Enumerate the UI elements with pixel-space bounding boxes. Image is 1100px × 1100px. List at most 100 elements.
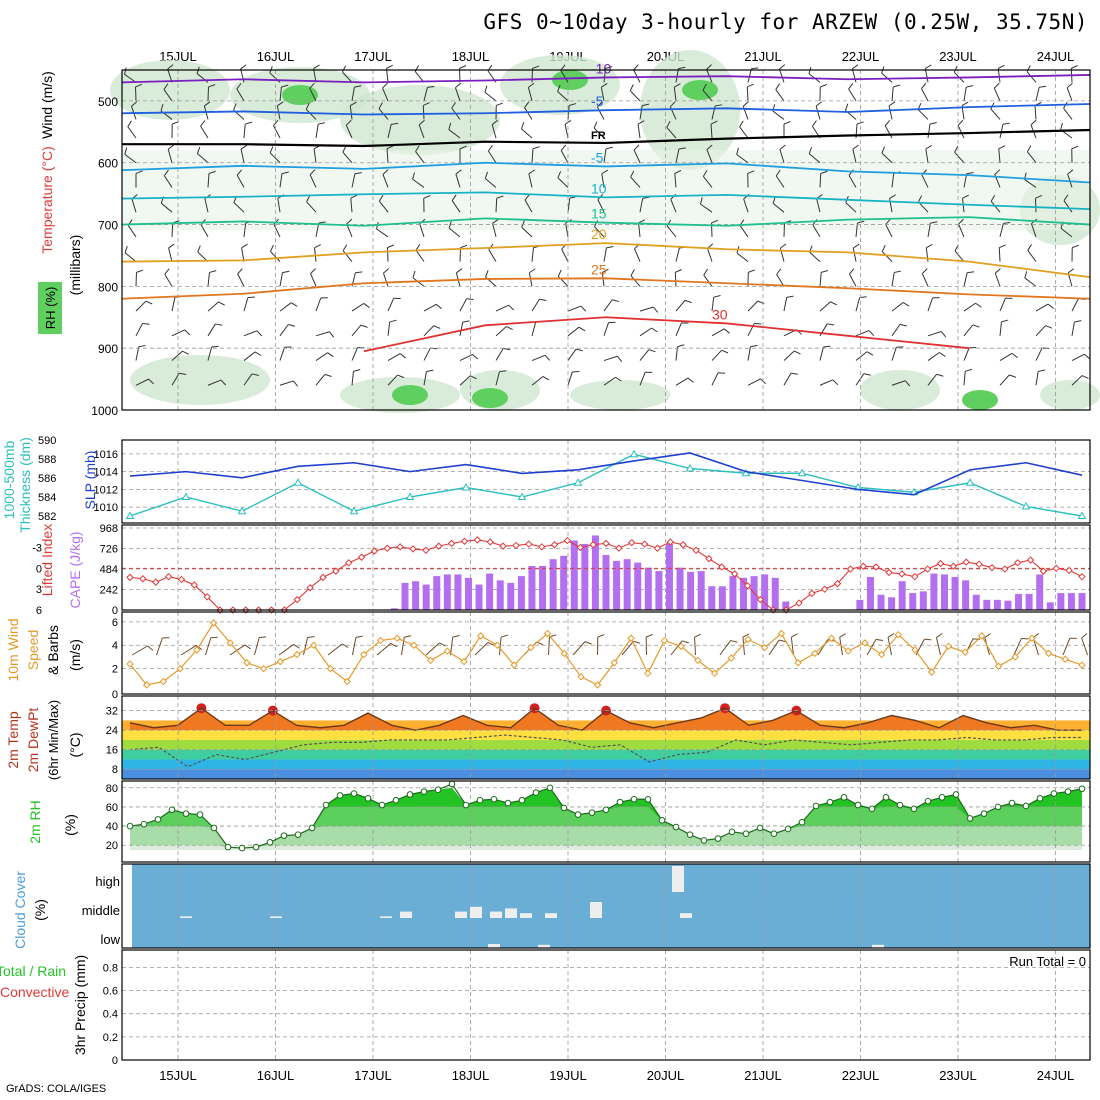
rh-marker xyxy=(1050,790,1058,797)
wind-barb xyxy=(315,331,330,337)
wind-barb xyxy=(415,249,425,262)
wind-speed-marker xyxy=(193,646,201,654)
lifted-index-marker xyxy=(859,562,868,570)
isotherm-line xyxy=(122,128,1091,148)
rh-panel-frame xyxy=(121,780,1091,863)
wind-barb xyxy=(528,82,535,88)
grads-credit: GrADS: COLA/IGES xyxy=(6,1083,107,1095)
wind-barb xyxy=(459,145,467,150)
wind-barb xyxy=(341,643,349,648)
wind-barb xyxy=(180,645,197,656)
wind-barb xyxy=(675,300,686,312)
wind-barb xyxy=(236,174,245,188)
wind-speed-marker xyxy=(293,650,301,659)
wind-barb xyxy=(888,101,896,107)
cape-bar xyxy=(528,565,536,610)
wind-barb xyxy=(521,220,525,228)
cloud-level-label: low xyxy=(100,932,120,947)
wind-barb xyxy=(963,371,966,386)
top-date-label: 22JUL xyxy=(842,49,880,64)
wind-barb xyxy=(603,68,606,83)
rh-marker xyxy=(168,806,176,814)
rh-marker xyxy=(588,809,596,816)
wind-barb xyxy=(849,268,855,275)
wind-barb xyxy=(1038,369,1046,372)
rh-marker xyxy=(644,795,652,803)
wind-barb xyxy=(531,376,544,386)
wind-barb xyxy=(694,633,702,638)
wind-barb xyxy=(967,271,975,274)
wind-barb xyxy=(630,269,635,276)
wind-barb xyxy=(736,147,739,155)
isotherm-label: -5 xyxy=(591,93,604,109)
wind-barb xyxy=(318,122,326,125)
slp-tick: 1012 xyxy=(94,484,118,496)
bottom-date-label: 21JUL xyxy=(744,1068,782,1083)
cloud-middle-bar xyxy=(470,906,482,918)
rh-marker xyxy=(546,784,554,792)
wind-speed-marker xyxy=(760,643,769,652)
wind-barb xyxy=(520,122,525,129)
wind-barb xyxy=(279,173,283,188)
wind-barb xyxy=(962,194,969,199)
wind-barb xyxy=(355,271,363,274)
lifted-index-marker xyxy=(898,570,906,578)
wind-barb xyxy=(706,64,712,70)
wind-barb xyxy=(702,170,708,177)
wind-speed-marker xyxy=(827,634,836,642)
wind-barb xyxy=(783,350,795,361)
wind-barb xyxy=(875,638,883,641)
lifted-index-marker xyxy=(525,540,533,548)
chart-title: GFS 0~10day 3-hourly for ARZEW (0.25W, 3… xyxy=(483,10,1088,34)
wind-speed-marker xyxy=(443,647,452,655)
wind-barb xyxy=(557,91,569,102)
wind-barb xyxy=(639,306,654,312)
wind-barb xyxy=(508,304,515,311)
wind-barb xyxy=(279,272,283,287)
wind-barb xyxy=(972,324,980,328)
lifted-index-marker xyxy=(332,567,340,575)
lifted-index-marker xyxy=(152,578,160,586)
wind-speed-marker xyxy=(159,677,168,686)
rh-marker xyxy=(210,824,218,832)
cape-bar xyxy=(655,571,663,610)
wind-barb xyxy=(852,144,859,150)
wind-barb xyxy=(378,200,389,213)
wind-barb xyxy=(135,323,144,337)
wind-barb xyxy=(739,225,749,238)
cape-bar xyxy=(761,574,769,610)
wind-barb xyxy=(675,148,680,163)
wind-speed-marker xyxy=(593,681,602,689)
temperature-band xyxy=(122,769,1090,779)
wind-barb xyxy=(891,380,906,386)
wind-barb xyxy=(736,154,749,164)
wind-barb xyxy=(243,373,253,386)
wind-barb xyxy=(382,169,389,175)
wind-barb xyxy=(1030,119,1037,126)
wind-barb xyxy=(383,268,390,274)
wind-barb xyxy=(746,86,749,101)
rh-marker xyxy=(406,791,414,798)
wind-barb xyxy=(868,330,875,337)
wind-barb xyxy=(711,219,719,224)
rh-marker xyxy=(560,804,568,812)
wind-barb xyxy=(448,227,461,238)
thickness-tick: 590 xyxy=(38,435,56,447)
wind-barb xyxy=(637,120,645,125)
lifted-index-marker xyxy=(679,541,687,549)
wind-speed-marker xyxy=(259,664,268,673)
wind-barb xyxy=(674,169,682,174)
wind-barb xyxy=(927,352,940,361)
lifted-index-marker xyxy=(1001,565,1009,573)
wind-barb xyxy=(456,268,463,274)
rh-marker xyxy=(364,795,372,802)
isotherm-line xyxy=(121,161,1091,184)
barbs-axis-label: & Barbs xyxy=(45,625,61,675)
cape-bar xyxy=(475,584,483,610)
wind-barb xyxy=(674,83,681,88)
cape-bar xyxy=(771,577,779,610)
cape-tick: 484 xyxy=(100,564,118,576)
wind-speed-marker xyxy=(276,657,285,666)
wind-barb xyxy=(204,198,209,213)
wind-barb xyxy=(387,244,395,249)
